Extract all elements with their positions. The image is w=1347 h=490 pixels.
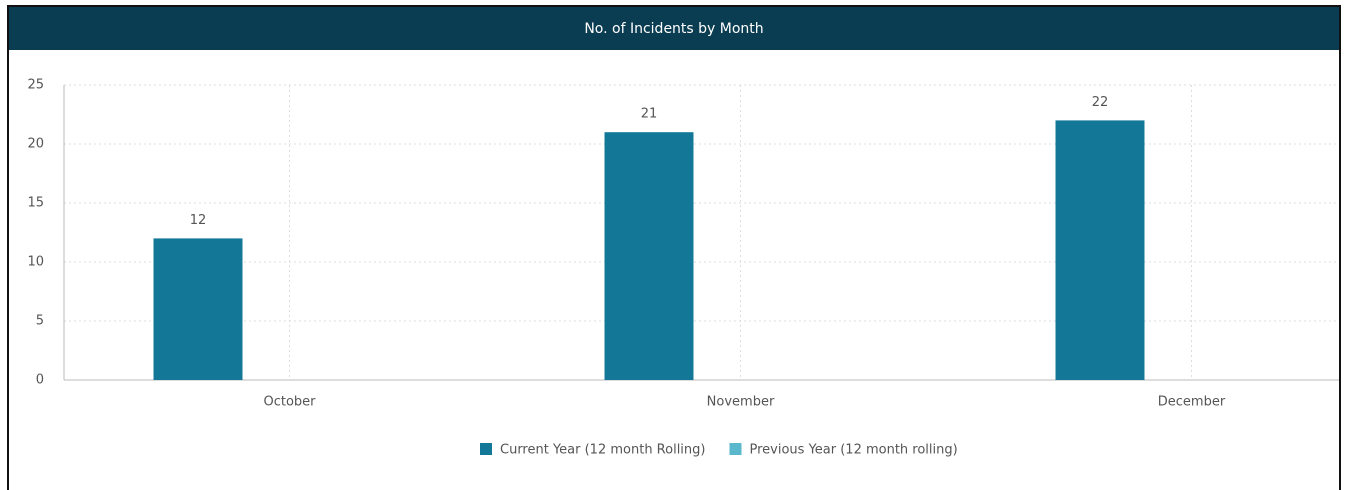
y-tick-label: 25 <box>27 78 44 93</box>
x-tick-label: November <box>707 395 775 410</box>
legend-swatch <box>729 443 742 455</box>
legend-label: Previous Year (12 month rolling) <box>750 443 958 458</box>
data-label: 21 <box>641 107 658 122</box>
x-tick-label: December <box>1158 395 1226 410</box>
y-tick-label: 15 <box>27 196 44 211</box>
legend-swatch <box>480 443 492 455</box>
y-tick-label: 5 <box>36 314 44 329</box>
y-tick-label: 10 <box>27 255 44 270</box>
bar <box>153 238 243 380</box>
y-tick-label: 20 <box>27 137 44 152</box>
data-label: 12 <box>190 213 207 228</box>
legend-label: Current Year (12 month Rolling) <box>500 443 706 458</box>
data-label: 22 <box>1092 95 1109 110</box>
header-bar <box>9 7 1339 50</box>
chart-title: No. of Incidents by Month <box>584 21 763 37</box>
bar <box>1055 120 1145 381</box>
x-tick-label: October <box>263 395 316 410</box>
y-tick-label: 0 <box>36 373 44 388</box>
bar <box>604 132 694 380</box>
